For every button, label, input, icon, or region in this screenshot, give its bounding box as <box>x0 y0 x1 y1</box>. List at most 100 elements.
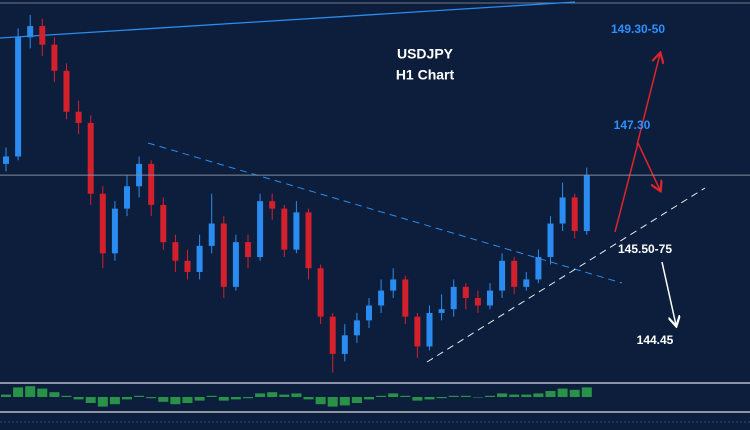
candle-body <box>462 286 469 299</box>
candle-body <box>414 316 421 347</box>
indicator-bar <box>73 397 84 400</box>
indicator-bar <box>182 397 193 403</box>
candle-body <box>474 298 481 306</box>
indicator-bar <box>146 397 157 399</box>
price-annotation: 144.45 <box>637 333 674 347</box>
indicator-bar <box>134 395 145 397</box>
indicator-bar <box>25 386 36 397</box>
indicator-bar <box>230 397 241 400</box>
candle-body <box>269 201 276 209</box>
candle-body <box>535 257 542 280</box>
candle-body <box>124 186 130 209</box>
candle-body <box>281 208 288 250</box>
forecast-arrow <box>661 261 676 325</box>
indicator-bar <box>412 397 423 401</box>
candle-body <box>39 26 46 45</box>
price-annotation: 145.50-75 <box>618 242 672 256</box>
candle-body <box>571 197 578 231</box>
indicator-bar <box>315 397 326 405</box>
candle-body <box>523 279 530 287</box>
candle-body <box>196 245 203 272</box>
candle-body <box>390 279 397 291</box>
indicator-bar <box>122 397 132 400</box>
candle-body <box>160 204 167 243</box>
indicator-bar <box>339 397 350 406</box>
indicator-bar <box>303 397 314 400</box>
candle-body <box>111 208 118 254</box>
candle-body <box>245 242 251 258</box>
candle-body <box>402 279 409 317</box>
chart-title: USDJPY <box>397 46 454 62</box>
indicator-bar <box>194 397 205 401</box>
indicator-bar <box>472 397 483 398</box>
indicator-bar <box>497 393 508 397</box>
trend-line <box>0 1 576 39</box>
indicator-bar <box>267 392 278 397</box>
indicator-bar <box>291 393 302 397</box>
candle-body <box>172 242 179 261</box>
candle-body <box>583 175 590 231</box>
indicator-bar <box>533 393 544 397</box>
candle-body <box>75 111 82 123</box>
candle-body <box>547 223 554 258</box>
candle-body <box>305 212 312 269</box>
indicator-bar <box>569 389 580 397</box>
indicator-bar <box>448 395 459 397</box>
candles <box>3 14 590 373</box>
candle-body <box>148 163 155 205</box>
indicator-bar <box>206 395 217 397</box>
indicator-bar <box>158 397 169 402</box>
indicator-bar <box>243 397 253 399</box>
indicator-bar <box>424 397 435 400</box>
candle-body <box>438 309 445 313</box>
indicator-bar <box>351 397 362 403</box>
indicator-bar <box>545 391 556 397</box>
candle-body <box>487 290 493 306</box>
candle-body <box>232 242 239 287</box>
indicator-bar <box>218 397 229 401</box>
candle-body <box>317 268 324 317</box>
candle-body <box>184 260 191 272</box>
indicator-bar <box>460 395 471 397</box>
indicator-bar <box>521 394 532 397</box>
candle-body <box>15 37 22 157</box>
indicator-bar <box>376 395 387 397</box>
forecast-arrow <box>636 54 660 146</box>
candle-body <box>366 305 372 321</box>
indicator-bar <box>85 397 96 403</box>
support-line <box>426 187 706 363</box>
candle-body <box>3 156 9 164</box>
candle-body <box>87 122 94 194</box>
candle-body <box>51 44 58 71</box>
indicator-bar <box>400 395 411 397</box>
candle-body <box>499 260 506 291</box>
indicator-bar <box>388 393 399 397</box>
candle-body <box>559 197 566 224</box>
candle-body <box>378 290 385 306</box>
indicator-bar <box>327 397 338 407</box>
candle-body <box>208 223 215 246</box>
candle-body <box>99 193 106 254</box>
indicator-bar <box>436 397 447 399</box>
indicator-bar <box>485 395 495 397</box>
indicator-bar <box>1 394 11 397</box>
candle-body <box>293 212 300 250</box>
indicator-bar <box>581 387 592 397</box>
candle-body <box>511 260 518 287</box>
indicator-bar <box>364 397 374 400</box>
indicator-bar <box>49 392 60 397</box>
candle-body <box>426 312 433 347</box>
indicator-bar <box>255 393 266 397</box>
candle-body <box>329 316 336 354</box>
price-annotation: 147.30 <box>614 118 651 132</box>
resistance-line <box>147 142 623 284</box>
price-annotation: 149.30-50 <box>611 22 665 36</box>
chart-subtitle: H1 Chart <box>396 67 455 83</box>
indicator-bar <box>170 397 181 405</box>
candle-body <box>450 286 457 310</box>
indicator-bar <box>109 397 120 405</box>
indicator-bar <box>279 394 290 397</box>
